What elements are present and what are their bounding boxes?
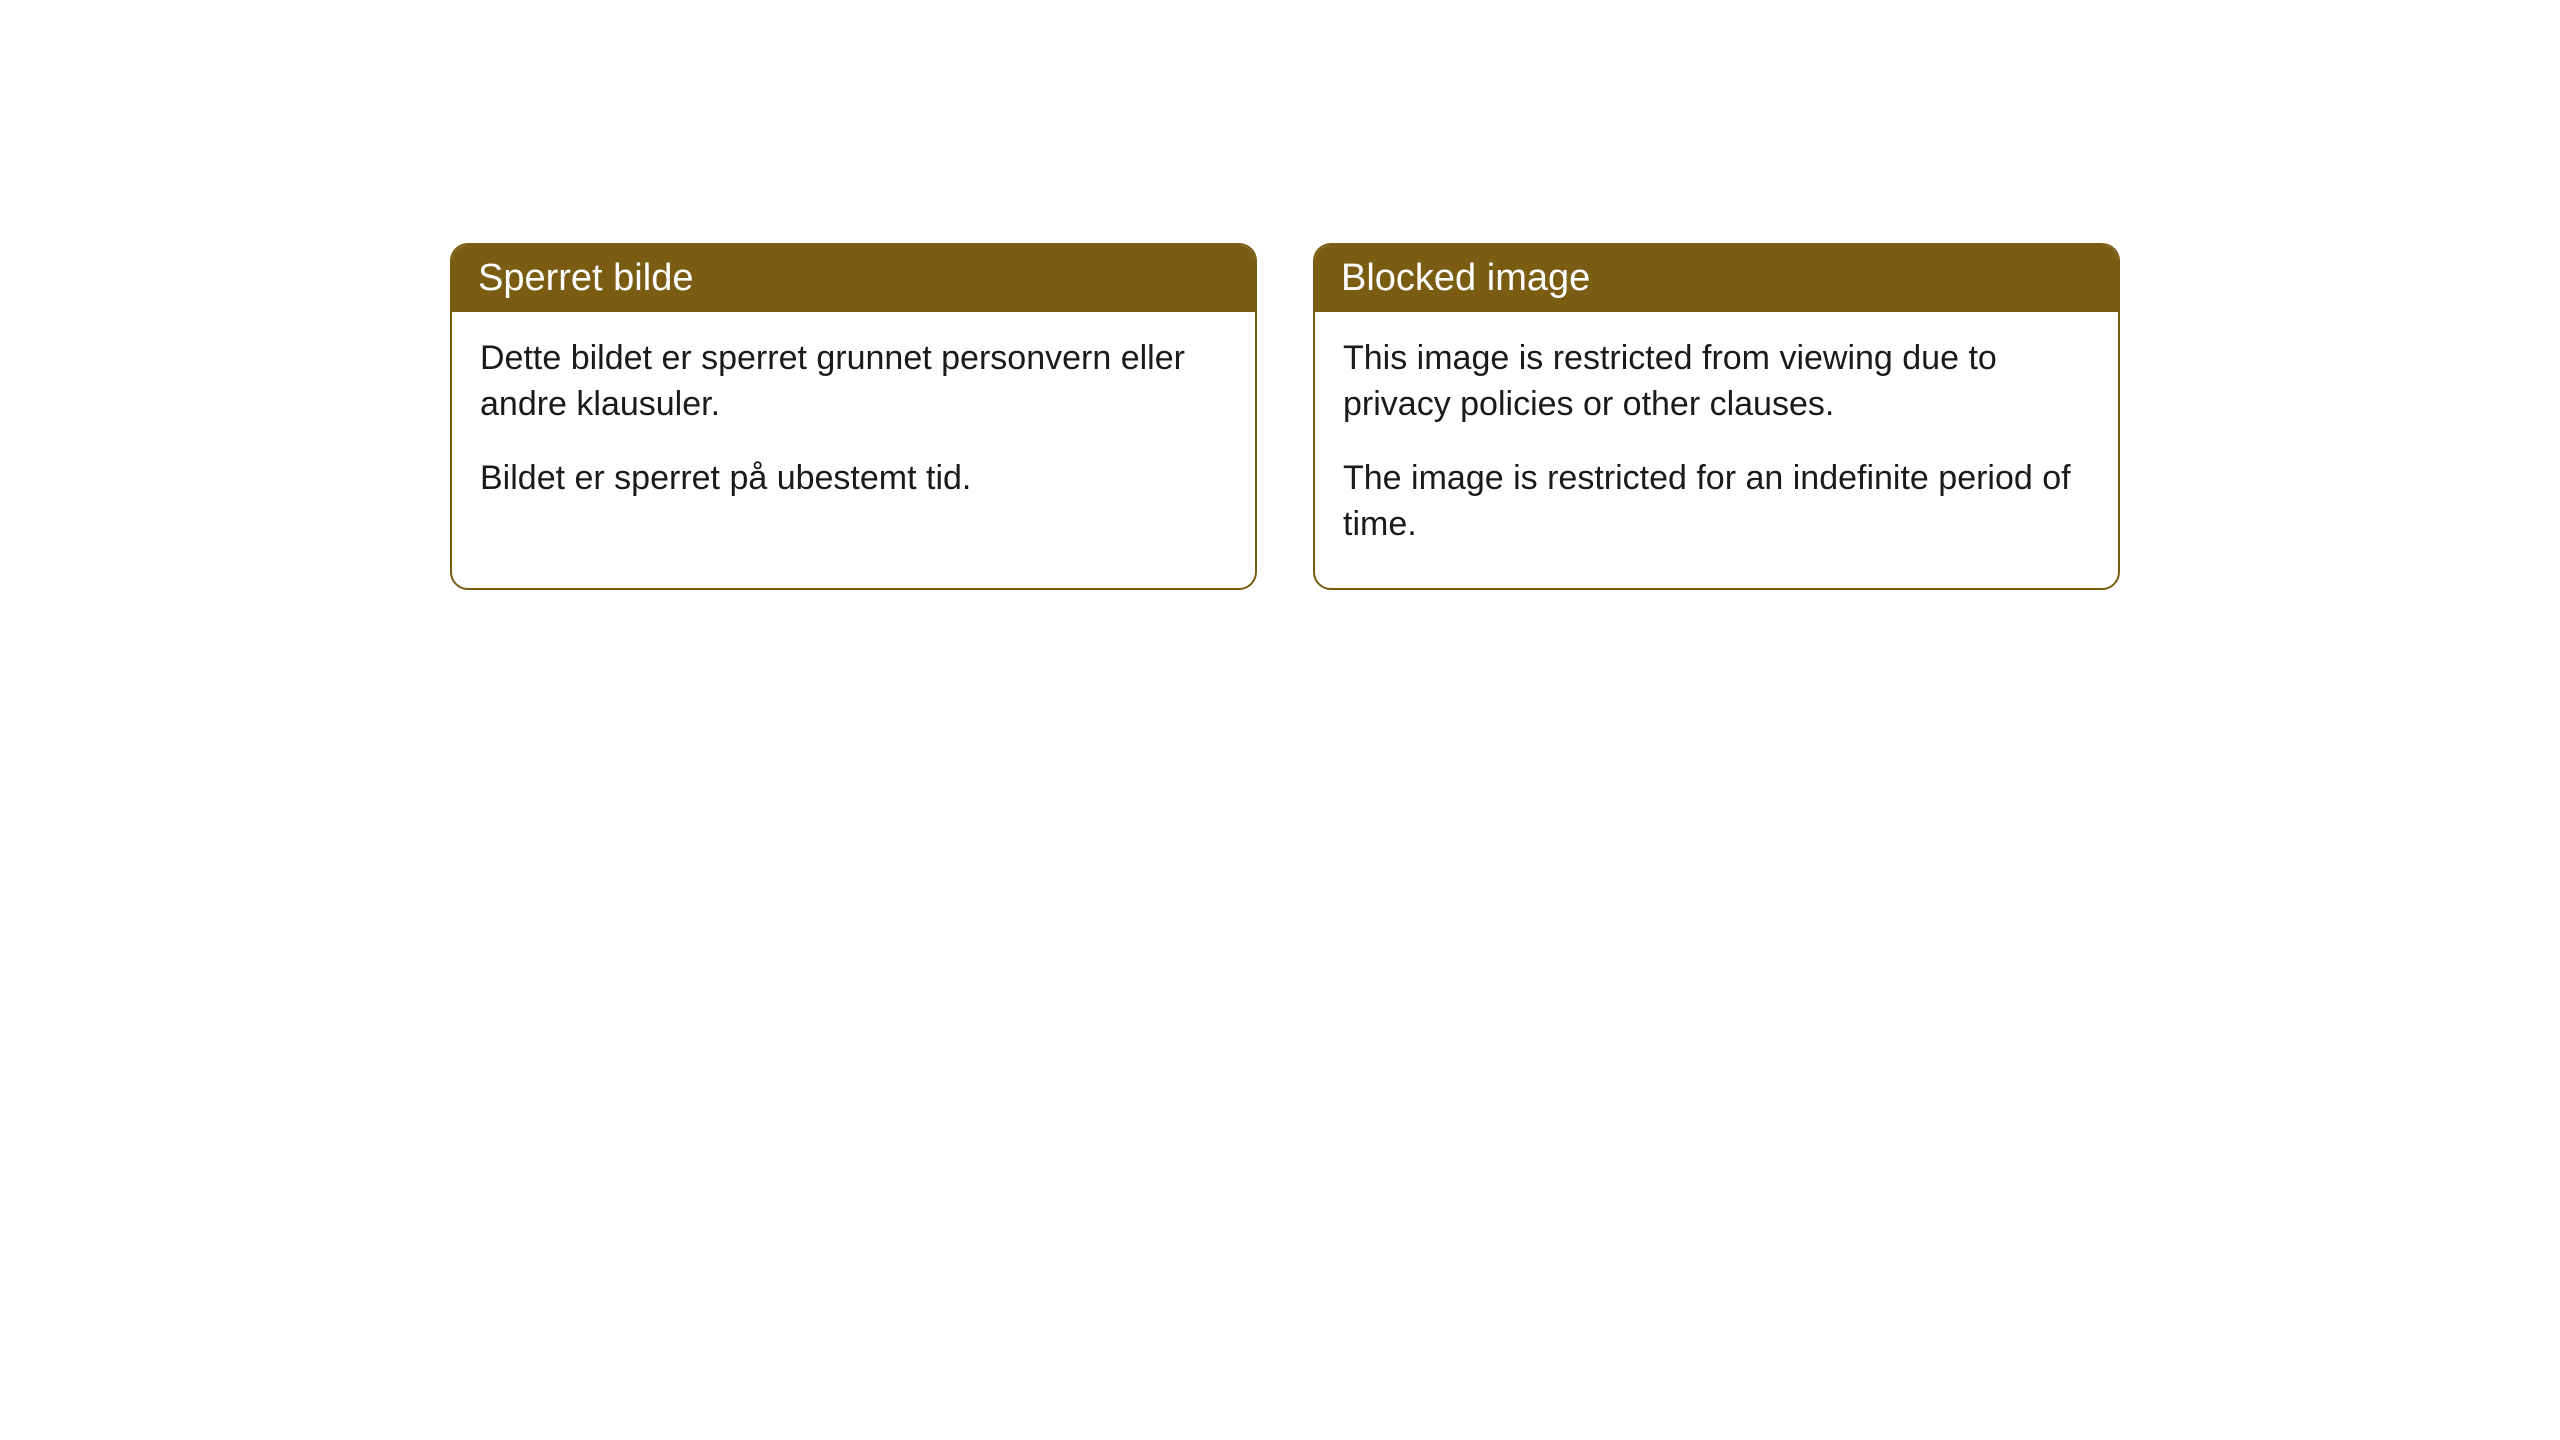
card-paragraph: The image is restricted for an indefinit… xyxy=(1343,456,2090,548)
notice-container: Sperret bilde Dette bildet er sperret gr… xyxy=(450,243,2120,590)
notice-card-norwegian: Sperret bilde Dette bildet er sperret gr… xyxy=(450,243,1257,590)
notice-card-english: Blocked image This image is restricted f… xyxy=(1313,243,2120,590)
card-body: Dette bildet er sperret grunnet personve… xyxy=(452,312,1255,542)
card-header: Sperret bilde xyxy=(452,245,1255,312)
card-header: Blocked image xyxy=(1315,245,2118,312)
card-body: This image is restricted from viewing du… xyxy=(1315,312,2118,588)
card-paragraph: Dette bildet er sperret grunnet personve… xyxy=(480,336,1227,428)
card-title: Sperret bilde xyxy=(478,257,693,299)
card-paragraph: Bildet er sperret på ubestemt tid. xyxy=(480,456,1227,502)
card-title: Blocked image xyxy=(1341,257,1590,299)
card-paragraph: This image is restricted from viewing du… xyxy=(1343,336,2090,428)
